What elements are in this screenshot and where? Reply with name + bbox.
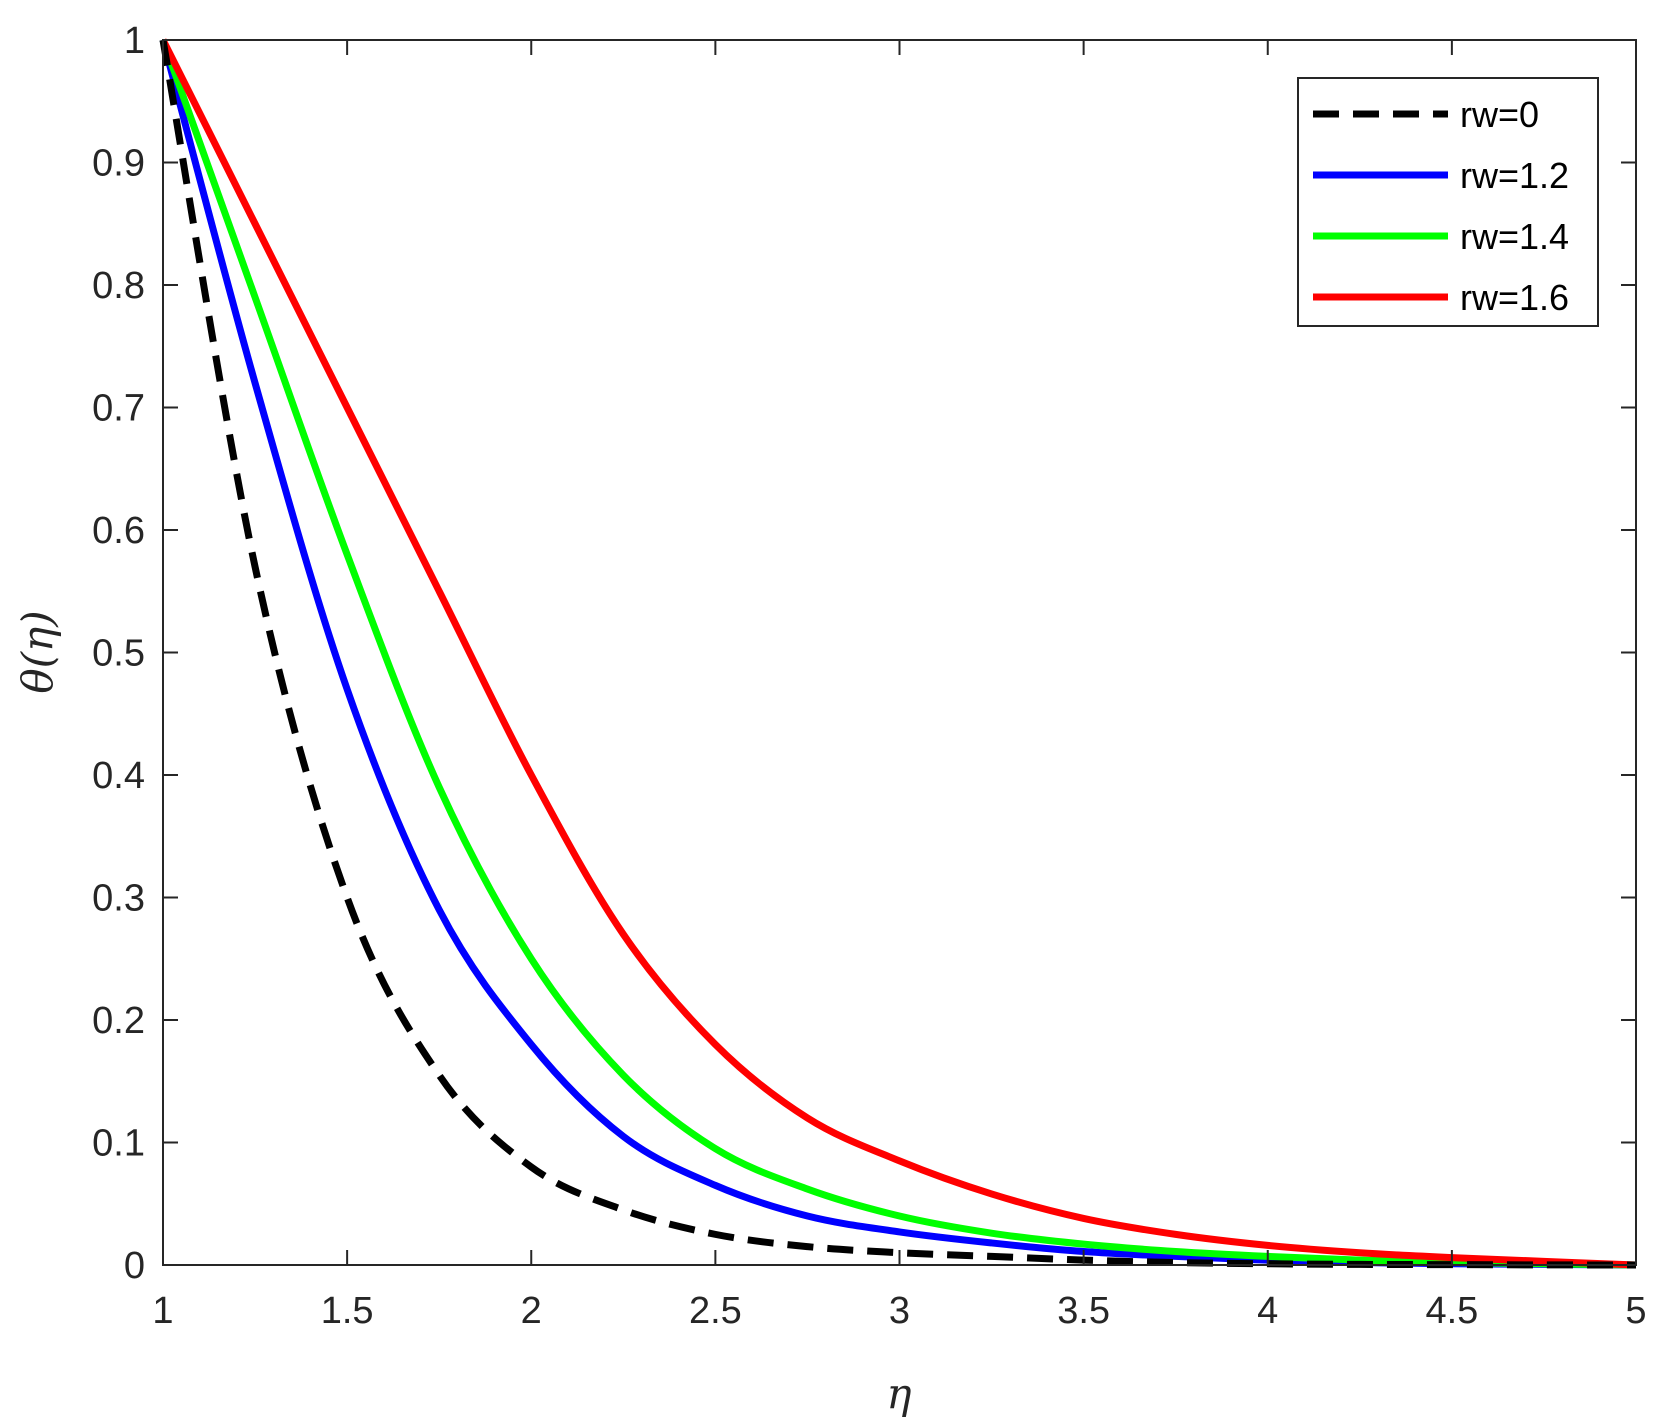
tick-layer: 1 1.5 2 2.5 3 3.5 4 4.5 5 0 0.1 0.2 0.3 0.4 0.5 0.6 0.7 0…	[92, 20, 1646, 1332]
y-tick-label: 0.3	[92, 878, 145, 920]
y-tick-label: 0.5	[92, 633, 145, 675]
x-axis-label: η	[886, 1369, 911, 1418]
y-tick-label: 0.7	[92, 388, 145, 430]
x-tick-label: 4.5	[1425, 1290, 1478, 1332]
y-tick-label: 0.4	[92, 755, 145, 797]
x-tick-label: 1	[152, 1290, 173, 1332]
x-tick-label: 4	[1257, 1290, 1278, 1332]
x-tick-label: 5	[1625, 1290, 1646, 1332]
y-tick-label: 0.6	[92, 510, 145, 552]
legend-label: rw=1.2	[1460, 155, 1569, 196]
y-tick-label: 0	[124, 1245, 145, 1287]
legend-label: rw=1.4	[1460, 216, 1569, 257]
series-line-rw=1.4	[159, 38, 1637, 1269]
y-tick-label: 1	[124, 20, 145, 62]
y-axis-label: θ(η)	[13, 610, 62, 693]
legend-box	[1297, 77, 1599, 327]
legend-label: rw=1.6	[1460, 277, 1569, 318]
y-tick-label: 0.8	[92, 265, 145, 307]
series-line-rw=1.6	[159, 38, 1637, 1269]
y-tick-label: 0.9	[92, 143, 145, 185]
x-tick-label: 3	[889, 1290, 910, 1332]
y-tick-label: 0.1	[92, 1123, 145, 1165]
legend-label: rw=0	[1460, 94, 1539, 135]
legend: rw=0 rw=1.2 rw=1.4 rw=1.6	[1297, 77, 1599, 327]
x-tick-label: 2.5	[689, 1290, 742, 1332]
x-tick-label: 3.5	[1057, 1290, 1110, 1332]
x-tick-label: 1.5	[321, 1290, 374, 1332]
y-tick-label: 0.2	[92, 1000, 145, 1042]
x-tick-label: 2	[521, 1290, 542, 1332]
